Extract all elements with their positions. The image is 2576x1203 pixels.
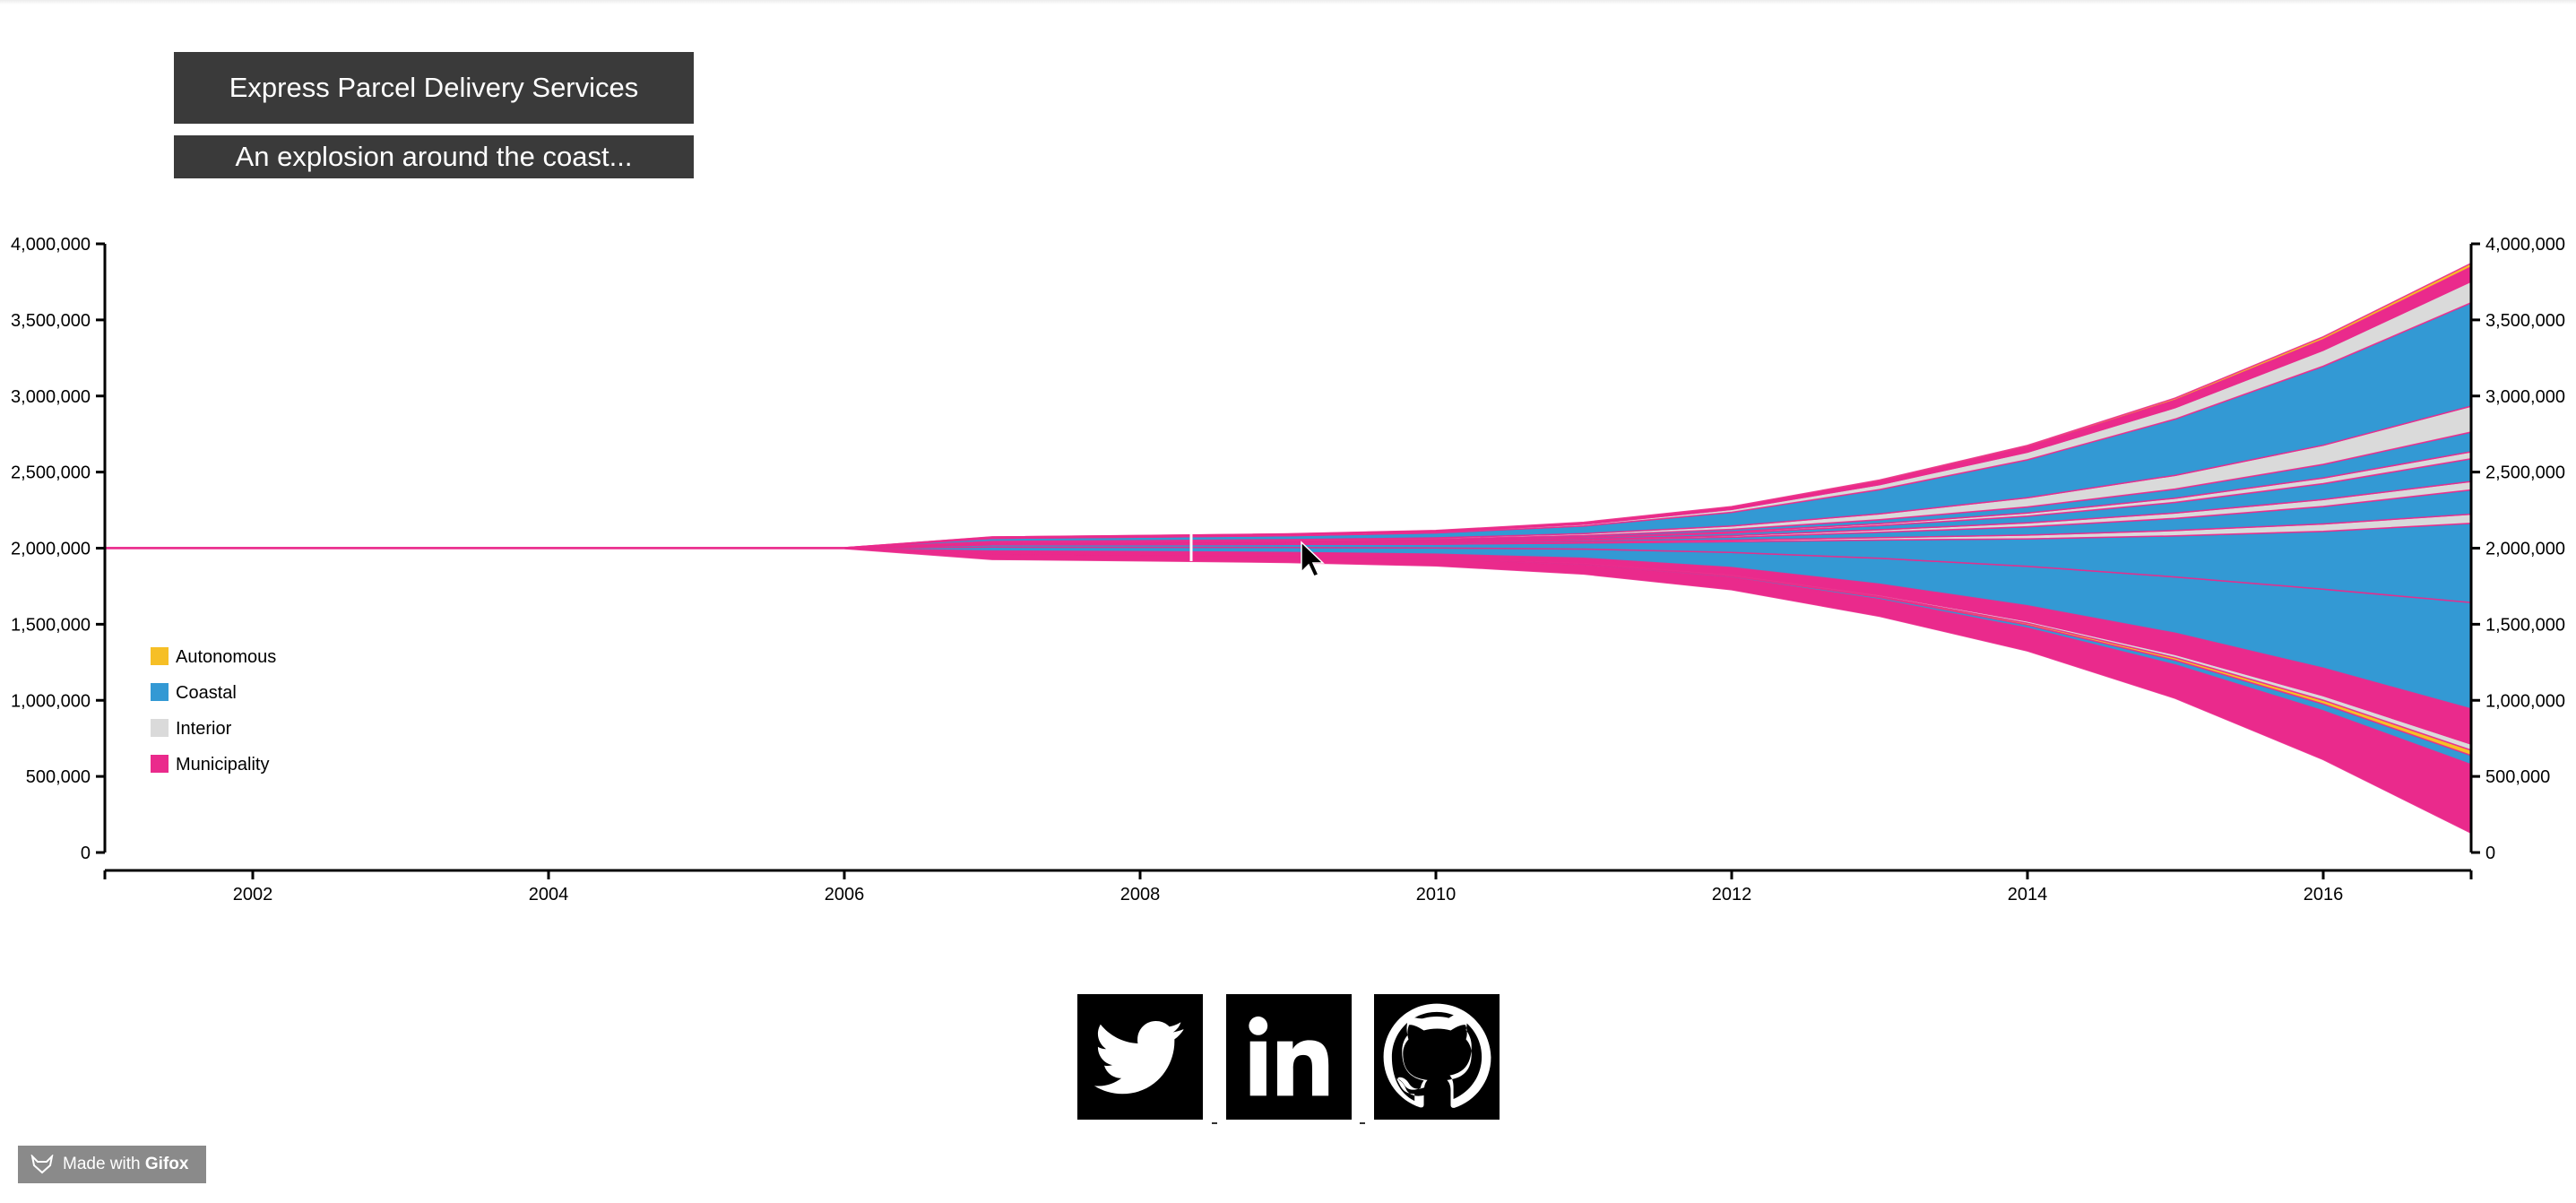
y-tick-label-left: 2,000,000 (11, 540, 91, 559)
legend-label-coastal: Coastal (176, 683, 237, 703)
x-tick-label: 2016 (2304, 885, 2344, 904)
separator (1212, 1122, 1217, 1124)
y-tick-label-right: 1,500,000 (2485, 615, 2565, 635)
legend-swatch-interior (151, 719, 169, 737)
x-tick-label: 2008 (1120, 885, 1161, 904)
fox-logo-icon (30, 1155, 54, 1174)
watermark-brand: Gifox (144, 1155, 189, 1173)
x-tick-label: 2014 (2008, 885, 2048, 904)
y-tick-label-left: 1,500,000 (11, 615, 91, 635)
legend-label-interior: Interior (176, 719, 232, 739)
legend: Autonomous Coastal Interior Municipality (151, 647, 276, 775)
chart-title: Express Parcel Delivery Services (174, 52, 694, 124)
y-tick-label-left: 1,000,000 (11, 691, 91, 711)
y-tick-label-right: 2,500,000 (2485, 463, 2565, 483)
top-border (0, 0, 2576, 4)
github-link[interactable] (1374, 994, 1500, 1120)
watermark-badge: Made with Gifox (18, 1146, 206, 1183)
twitter-icon (1094, 1021, 1184, 1095)
legend-label-autonomous: Autonomous (176, 647, 276, 667)
x-tick-label: 2010 (1416, 885, 1457, 904)
legend-swatch-autonomous (151, 647, 169, 665)
x-tick-label: 2006 (825, 885, 865, 904)
y-axis-left: 0 500,000 1,000,000 1,500,000 2,000,000 2,500… (11, 235, 107, 863)
y-tick-label-right: 0 (2485, 844, 2495, 863)
y-tick-label-left: 3,500,000 (11, 311, 91, 331)
legend-swatch-coastal (151, 683, 169, 701)
y-tick-label-right: 1,000,000 (2485, 691, 2565, 711)
x-tick-label: 2002 (233, 885, 273, 904)
y-tick-label-right: 2,000,000 (2485, 540, 2565, 559)
github-icon (1383, 1003, 1491, 1108)
x-axis: 2002 2004 2006 2008 2010 2012 2014 2016 (103, 869, 2473, 904)
y-tick-label-left: 500,000 (26, 767, 91, 787)
y-tick-label-left: 2,500,000 (11, 463, 91, 483)
linkedin-icon (1249, 1016, 1329, 1096)
separator (1360, 1122, 1365, 1124)
streamgraph-chart[interactable]: 0 500,000 1,000,000 1,500,000 2,000,000 2,500… (0, 224, 2576, 941)
y-tick-label-right: 3,000,000 (2485, 387, 2565, 407)
y-axis-right: 0 500,000 1,000,000 1,500,000 2,000,000 2,500… (2469, 235, 2565, 863)
stream-areas[interactable] (104, 262, 2472, 835)
chart-subtitle: An explosion around the coast... (174, 135, 694, 178)
watermark-prefix: Made with (63, 1155, 141, 1173)
legend-label-municipality: Municipality (176, 755, 269, 775)
y-tick-label-left: 4,000,000 (11, 235, 91, 255)
x-tick-label: 2004 (529, 885, 569, 904)
x-tick-label: 2012 (1712, 885, 1752, 904)
y-tick-label-right: 3,500,000 (2485, 311, 2565, 331)
mouse-cursor-icon (1301, 541, 1325, 577)
twitter-link[interactable] (1077, 994, 1203, 1120)
y-tick-label-right: 500,000 (2485, 767, 2550, 787)
y-tick-label-right: 4,000,000 (2485, 235, 2565, 255)
y-tick-label-left: 3,000,000 (11, 387, 91, 407)
linkedin-link[interactable] (1226, 994, 1352, 1120)
legend-swatch-municipality (151, 755, 169, 773)
y-tick-label-left: 0 (81, 844, 91, 863)
